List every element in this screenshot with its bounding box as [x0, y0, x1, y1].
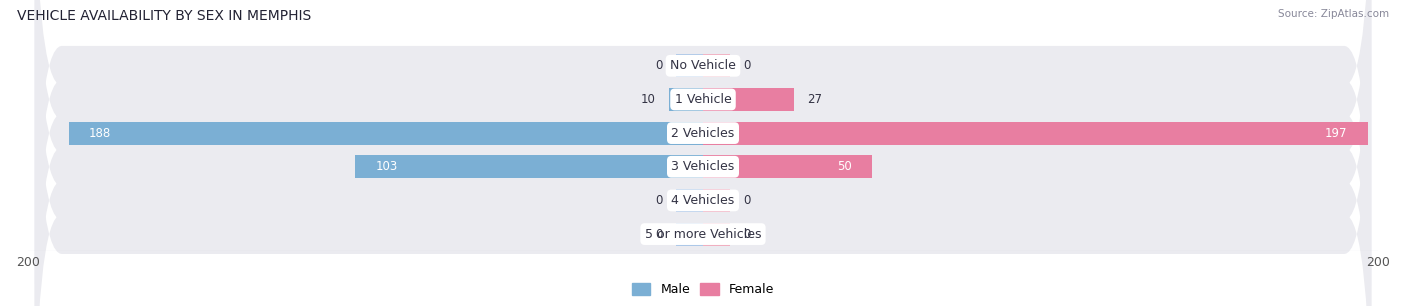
Bar	[703, 223, 730, 245]
FancyBboxPatch shape	[35, 0, 1371, 306]
Bar	[703, 189, 730, 212]
FancyBboxPatch shape	[35, 0, 1371, 306]
Bar	[669, 88, 703, 111]
Bar	[703, 54, 730, 77]
Text: 3 Vehicles: 3 Vehicles	[672, 160, 734, 173]
Bar	[356, 155, 703, 178]
Text: 0: 0	[655, 228, 662, 241]
Text: Source: ZipAtlas.com: Source: ZipAtlas.com	[1278, 9, 1389, 19]
Text: 197: 197	[1324, 127, 1347, 140]
FancyBboxPatch shape	[35, 0, 1371, 306]
Bar	[703, 88, 794, 111]
Legend: Male, Female: Male, Female	[627, 278, 779, 301]
Text: 0: 0	[655, 194, 662, 207]
Bar	[703, 155, 872, 178]
Text: 4 Vehicles: 4 Vehicles	[672, 194, 734, 207]
Bar	[676, 54, 703, 77]
Bar	[69, 122, 703, 144]
FancyBboxPatch shape	[35, 0, 1371, 306]
Text: 27: 27	[807, 93, 823, 106]
Text: 0: 0	[744, 228, 751, 241]
Text: VEHICLE AVAILABILITY BY SEX IN MEMPHIS: VEHICLE AVAILABILITY BY SEX IN MEMPHIS	[17, 9, 311, 23]
Text: 2 Vehicles: 2 Vehicles	[672, 127, 734, 140]
Text: 103: 103	[375, 160, 398, 173]
Text: 0: 0	[655, 59, 662, 72]
Text: 50: 50	[837, 160, 852, 173]
Text: 5 or more Vehicles: 5 or more Vehicles	[645, 228, 761, 241]
Text: 188: 188	[89, 127, 111, 140]
Bar	[676, 223, 703, 245]
Bar	[703, 122, 1368, 144]
Text: 0: 0	[744, 59, 751, 72]
FancyBboxPatch shape	[35, 0, 1371, 306]
FancyBboxPatch shape	[35, 0, 1371, 306]
Bar	[676, 189, 703, 212]
Text: 10: 10	[641, 93, 655, 106]
Text: 1 Vehicle: 1 Vehicle	[675, 93, 731, 106]
Text: 0: 0	[744, 194, 751, 207]
Text: No Vehicle: No Vehicle	[671, 59, 735, 72]
